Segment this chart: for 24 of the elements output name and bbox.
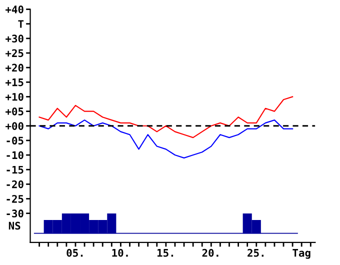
y-tick-label: -05 bbox=[6, 136, 24, 145]
y-tick-label: -15 bbox=[6, 166, 24, 174]
x-tick-label: 10. bbox=[112, 248, 128, 257]
y-tick-label: -10 bbox=[6, 151, 24, 160]
y-tick-label: -20 bbox=[6, 180, 24, 188]
x-tick-label: 25. bbox=[248, 248, 264, 257]
x-tick-label: 20. bbox=[202, 248, 218, 257]
y-axis-title: NS bbox=[8, 222, 20, 230]
y-tick-label: -30 bbox=[6, 210, 24, 218]
y-tick-label: -25 bbox=[6, 194, 24, 203]
y-tick-label: +05 bbox=[6, 108, 24, 116]
y-tick-label: +40 bbox=[6, 6, 24, 14]
y-tick-label: +00 bbox=[6, 122, 24, 130]
y-tick-label: T bbox=[18, 20, 24, 28]
x-tick-label: 05. bbox=[66, 248, 83, 257]
y-tick-label: +10 bbox=[6, 92, 24, 101]
y-tick-label: +15 bbox=[6, 78, 24, 86]
y-tick-label: +20 bbox=[6, 64, 24, 72]
y-tick-label: +30 bbox=[6, 34, 24, 43]
x-tick-label: Tag bbox=[292, 249, 310, 259]
line-series bbox=[38, 96, 294, 138]
y-tick-label: +25 bbox=[6, 49, 24, 58]
x-tick-label: 15. bbox=[157, 249, 174, 257]
line-series bbox=[38, 119, 294, 158]
